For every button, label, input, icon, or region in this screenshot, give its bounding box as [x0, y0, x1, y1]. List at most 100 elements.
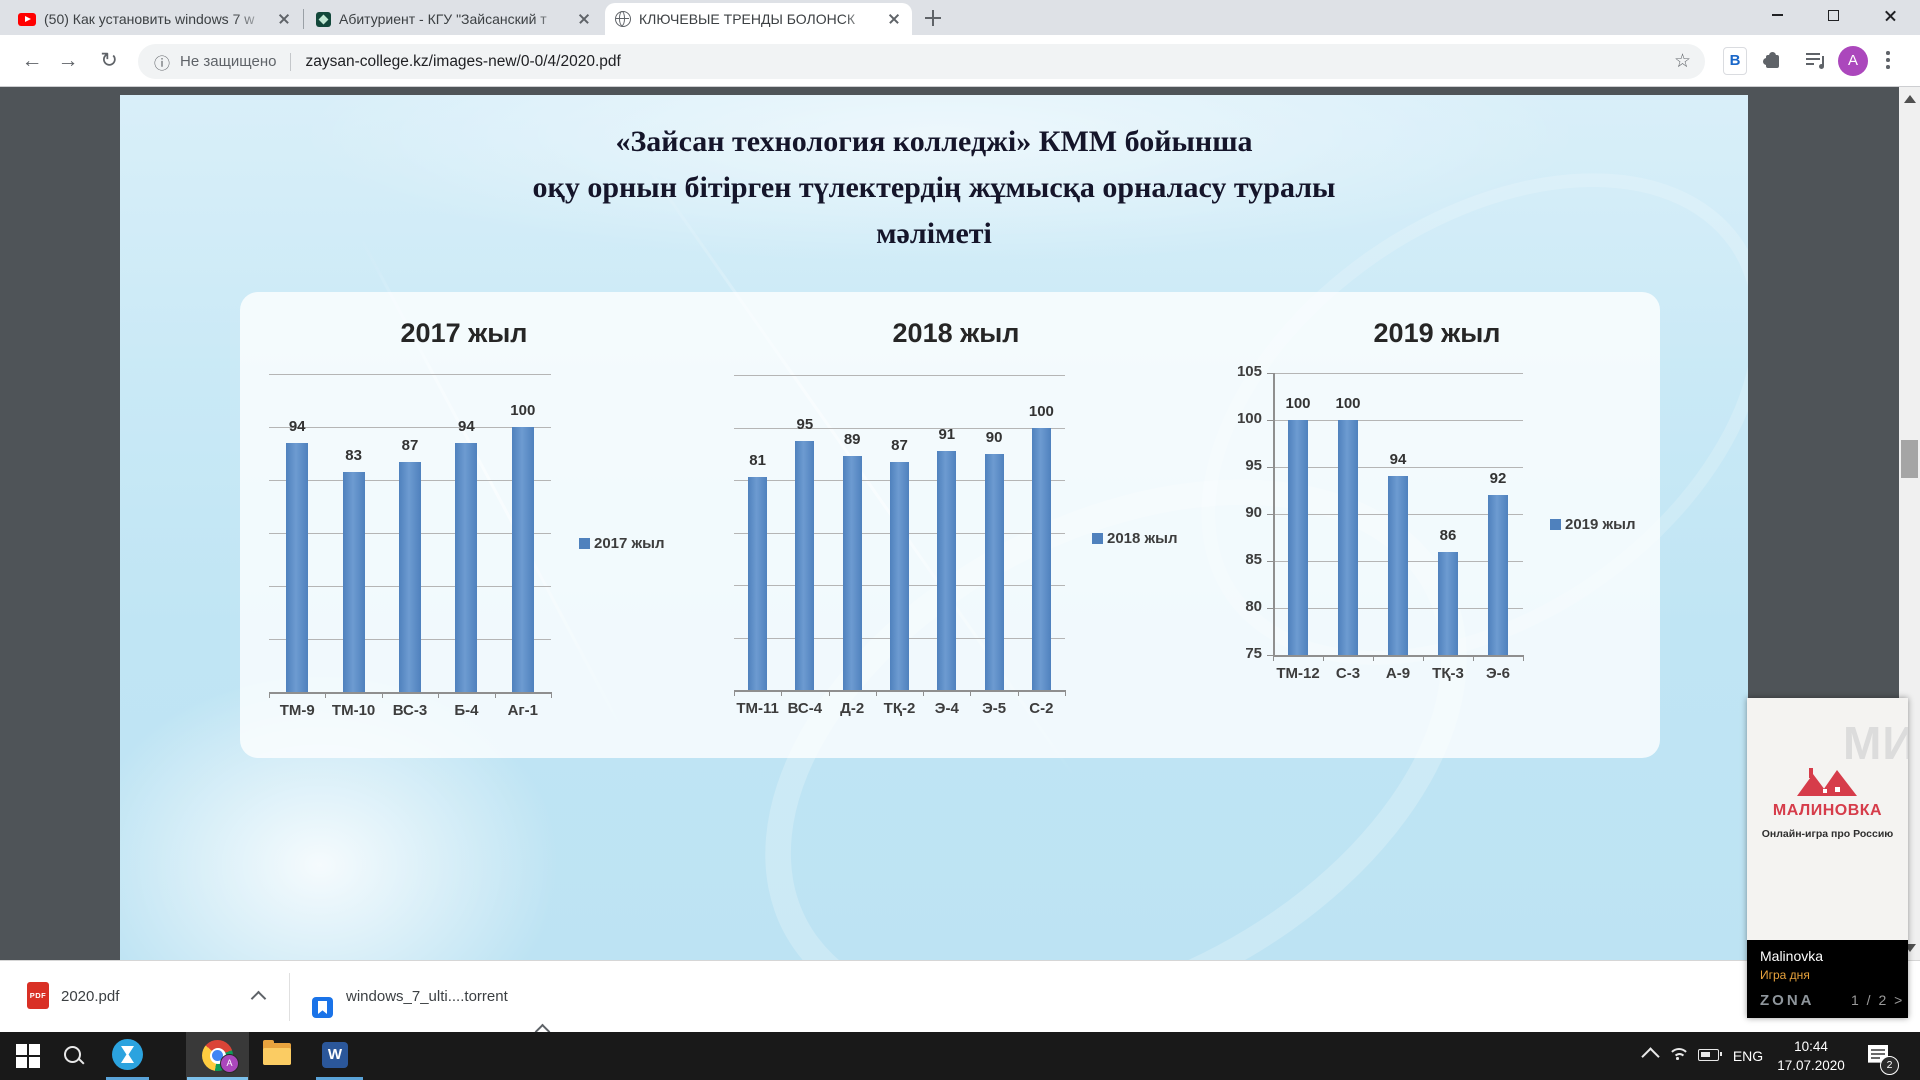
- word-app-icon[interactable]: W: [322, 1042, 348, 1068]
- x-tick: [734, 690, 735, 696]
- bar-value-label: 81: [749, 452, 766, 470]
- download-item-label[interactable]: windows_7_ulti....torrent: [346, 988, 508, 1005]
- divider: [290, 52, 292, 71]
- browser-menu-icon[interactable]: [1886, 51, 1890, 71]
- start-button[interactable]: [16, 1044, 40, 1068]
- category-label: ВС-4: [787, 700, 823, 717]
- x-axis-line: [269, 692, 551, 694]
- ad-brand: МАЛИНОВКА: [1772, 802, 1883, 819]
- download-item-label[interactable]: 2020.pdf: [61, 988, 120, 1005]
- search-icon[interactable]: [64, 1046, 81, 1063]
- playlist-extension-icon[interactable]: [1806, 53, 1826, 69]
- file-explorer-icon[interactable]: [263, 1040, 291, 1065]
- tab-college[interactable]: Абитуриент - КГУ "Зайсанский т: [306, 3, 602, 35]
- x-tick: [1065, 690, 1066, 696]
- minimize-button[interactable]: [1755, 0, 1799, 30]
- bar-value-label: 95: [796, 415, 814, 433]
- category-label: Э-6: [1485, 665, 1510, 682]
- bar: [890, 461, 909, 690]
- download-item-menu-icon[interactable]: [252, 989, 264, 1001]
- chrome-taskbar-button[interactable]: A: [186, 1032, 249, 1080]
- tab-active-pdf[interactable]: КЛЮЧЕВЫЕ ТРЕНДЫ БОЛОНСК: [605, 3, 912, 35]
- tray-chevron-up-icon[interactable]: [1641, 1047, 1660, 1066]
- bar-value-label: 83: [345, 447, 362, 465]
- y-tick: [1267, 514, 1273, 515]
- back-button[interactable]: ←: [21, 49, 43, 72]
- x-tick: [1423, 655, 1424, 661]
- address-bar[interactable]: ⓘ Не защищено zaysan-college.kz/images-n…: [138, 44, 1705, 79]
- x-tick: [1017, 690, 1019, 696]
- legend-label: 2019 жыл: [1565, 516, 1636, 533]
- bar-value-label: 90: [985, 428, 1003, 446]
- gridline: [269, 427, 551, 428]
- category-label: С-2: [1029, 700, 1054, 717]
- youtube-icon: [18, 12, 36, 26]
- url-text[interactable]: zaysan-college.kz/images-new/0-0/4/2020.…: [305, 52, 621, 70]
- category-label: ТҚ-2: [883, 700, 916, 717]
- scroll-up-icon[interactable]: [1904, 95, 1916, 103]
- ad-pager[interactable]: 1 / 2 >: [1851, 992, 1905, 1008]
- pdf-page: «Зайсан технология колледжі» КММ бойынша…: [120, 95, 1748, 960]
- ad-footer: Malinovka Игра дня ZONA 1 / 2 >: [1747, 940, 1908, 1018]
- y-tick: [1267, 373, 1273, 374]
- x-axis-line: [1273, 655, 1523, 657]
- maximize-button[interactable]: [1811, 0, 1855, 30]
- site-info-icon[interactable]: ⓘ: [154, 55, 171, 73]
- document-title-line1: «Зайсан технология колледжі» КММ бойынша: [615, 125, 1253, 158]
- clock[interactable]: 10:44 17.07.2020: [1777, 1037, 1845, 1075]
- zona-app-icon[interactable]: [112, 1039, 143, 1070]
- profile-avatar[interactable]: A: [1838, 46, 1868, 76]
- document-title-line3: мәліметі: [876, 217, 992, 250]
- y-tick-label: 85: [1245, 551, 1262, 568]
- bar-value-label: 86: [1439, 526, 1457, 544]
- bar-value-label: 100: [510, 402, 536, 419]
- bar: [748, 477, 768, 690]
- bar-value-label: 94: [458, 417, 475, 435]
- category-label: ВС-3: [392, 702, 428, 719]
- college-icon: [316, 11, 331, 27]
- bar-value-label: 89: [843, 431, 861, 449]
- scrollbar-thumb[interactable]: [1901, 440, 1918, 478]
- ad-video-title: Malinovka: [1760, 948, 1824, 964]
- scroll-down-icon[interactable]: [1904, 944, 1916, 952]
- category-label: ТҚ-3: [1432, 665, 1464, 682]
- y-tick: [1267, 420, 1273, 421]
- new-tab-button[interactable]: [924, 9, 942, 27]
- close-tab-icon[interactable]: [576, 11, 592, 27]
- y-axis-line: [1273, 373, 1275, 655]
- category-label: Аг-1: [507, 702, 538, 719]
- divider: [289, 973, 290, 1021]
- ad-overlay[interactable]: МИ МАЛИНОВКА Онлайн-игра про Россию Mali…: [1747, 698, 1908, 1018]
- extension-b-icon[interactable]: B: [1723, 47, 1747, 75]
- forward-button[interactable]: →: [57, 49, 79, 72]
- bookmark-star-icon[interactable]: ☆: [1673, 51, 1691, 72]
- tab-title: (50) Как установить windows 7 w: [44, 11, 255, 27]
- battery-icon[interactable]: [1698, 1049, 1722, 1061]
- reload-button[interactable]: ↻: [100, 49, 118, 72]
- decor: [290, 95, 1590, 265]
- close-window-button[interactable]: [1868, 0, 1912, 30]
- bar: [1288, 420, 1308, 655]
- x-tick: [494, 692, 496, 698]
- bar: [511, 427, 534, 692]
- charts-layer: 2017 жыл 94 ТМ-9 83 ТМ-10 87 ВС-3 94 Б-4 100 Аг-1 2…: [0, 87, 1920, 960]
- close-tab-icon[interactable]: [886, 11, 902, 27]
- x-axis-line: [734, 690, 1065, 692]
- legend-label: 2018 жыл: [1107, 530, 1178, 547]
- y-tick-label: 80: [1245, 598, 1262, 615]
- tab-separator: [303, 9, 304, 29]
- bar-value-label: 94: [1389, 451, 1407, 469]
- bar: [1488, 495, 1508, 655]
- y-tick-label: 105: [1236, 363, 1262, 380]
- y-tick-label: 95: [1245, 457, 1262, 474]
- close-tab-icon[interactable]: [276, 11, 292, 27]
- bar-value-label: 100: [1335, 395, 1361, 412]
- language-indicator[interactable]: ENG: [1732, 1048, 1764, 1064]
- wifi-icon[interactable]: [1668, 1046, 1690, 1064]
- y-tick-label: 90: [1245, 504, 1262, 521]
- bar: [455, 442, 478, 692]
- extensions-puzzle-icon[interactable]: [1762, 51, 1779, 68]
- tab-youtube[interactable]: (50) Как установить windows 7 w: [8, 3, 302, 35]
- category-label: ТМ-9: [279, 702, 315, 719]
